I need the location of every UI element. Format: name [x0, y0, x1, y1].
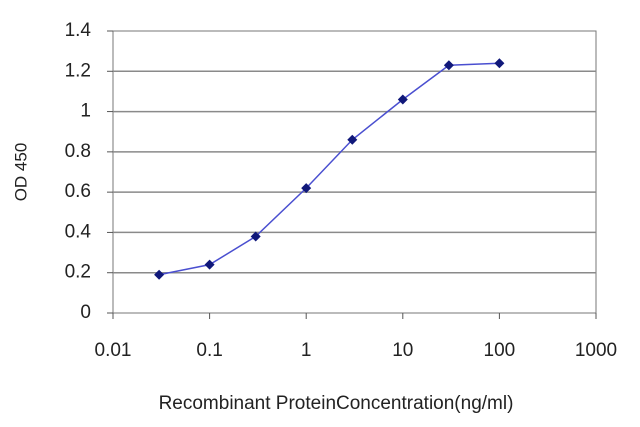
- x-tick-label: 1000: [575, 340, 617, 361]
- x-tick-label: 0.01: [95, 340, 132, 361]
- y-tick-label: 1.4: [65, 20, 92, 41]
- data-point: [301, 183, 312, 194]
- x-axis-label: Recombinant ProteinConcentration(ng/ml): [159, 393, 514, 414]
- x-tick-label: 10: [392, 340, 413, 361]
- data-point: [250, 231, 261, 242]
- data-point: [494, 58, 505, 69]
- x-tick-label: 0.1: [196, 340, 222, 361]
- x-tick-label: 100: [484, 340, 516, 361]
- y-axis-label: OD 450: [11, 143, 30, 202]
- plot-area: [112, 30, 597, 314]
- y-tick-label: 0.4: [65, 221, 92, 242]
- y-tick-label: 0: [80, 302, 91, 323]
- data-line: [158, 62, 500, 276]
- data-point: [347, 134, 358, 145]
- y-tick-label: 0.6: [65, 181, 91, 202]
- y-tick-label: 1.2: [65, 60, 91, 81]
- data-point: [154, 269, 165, 280]
- y-tick-label: 0.2: [65, 262, 91, 283]
- data-point: [204, 259, 215, 270]
- x-tick-label: 1: [301, 340, 312, 361]
- data-point: [443, 60, 454, 71]
- y-tick-label: 1: [80, 101, 91, 122]
- data-point: [397, 94, 408, 105]
- y-tick-label: 0.8: [65, 141, 91, 162]
